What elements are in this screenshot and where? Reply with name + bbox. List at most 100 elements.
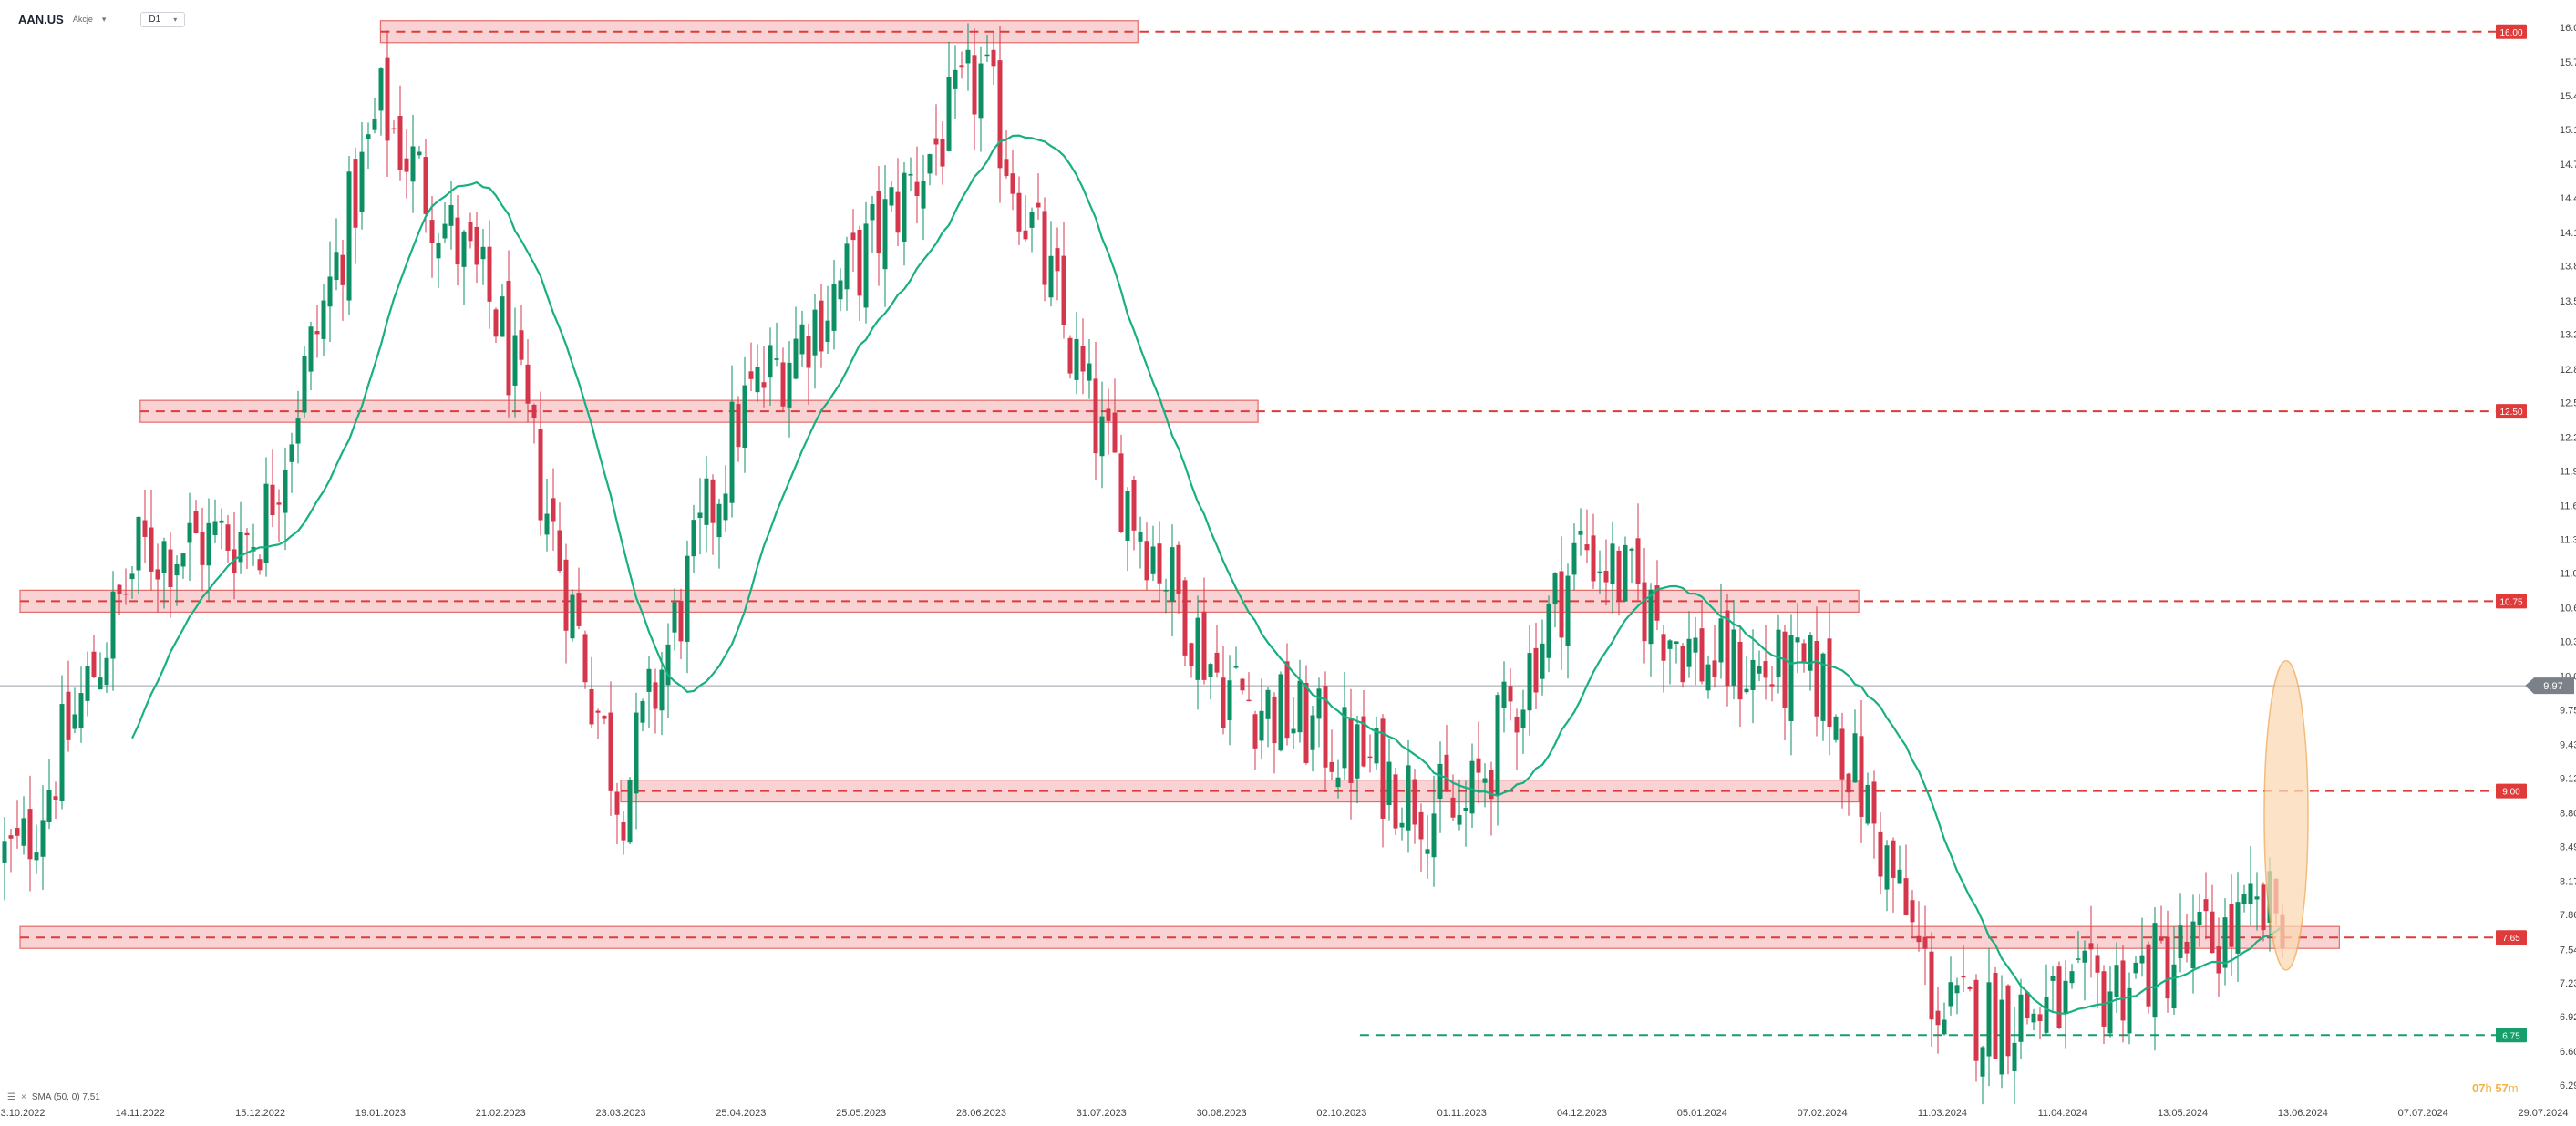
y-tick-label: 15.72 (2560, 57, 2576, 68)
candle (1635, 538, 1641, 584)
candle (876, 191, 881, 254)
y-tick-label: 11.32 (2560, 535, 2576, 546)
candle (1865, 784, 1870, 824)
candle (665, 644, 671, 686)
chevron-down-icon[interactable]: ▾ (101, 14, 107, 24)
candle (1393, 774, 1398, 829)
candle (1297, 680, 1303, 733)
x-tick-label: 21.02.2023 (476, 1108, 526, 1119)
settings-icon[interactable]: ☰ (7, 1092, 15, 1102)
candle (410, 146, 416, 182)
candle (480, 246, 486, 260)
candle (1725, 610, 1730, 687)
candle (2082, 950, 2087, 963)
candle (257, 559, 263, 571)
candle (1642, 582, 1647, 642)
candle (997, 60, 1003, 169)
y-tick-label: 7.86 (2560, 910, 2576, 921)
candle (2088, 943, 2094, 950)
close-icon[interactable]: × (20, 1092, 26, 1102)
x-axis: 13.10.2022 14.11.2022 15.12.2022 19.01.2023… (0, 1108, 2569, 1119)
price-label: 10.75 (2499, 597, 2522, 607)
candle (1680, 645, 1685, 683)
candle (2, 841, 7, 863)
candle (168, 549, 173, 588)
y-tick-label: 11.01 (2560, 568, 2576, 579)
candle (659, 669, 665, 711)
candle (308, 326, 314, 372)
candle (1916, 935, 1922, 943)
candle (2069, 971, 2075, 984)
candle (1540, 643, 1545, 679)
candle (704, 478, 709, 525)
candle (1412, 779, 1417, 825)
candle (2146, 944, 2151, 1007)
candle (1922, 936, 1928, 949)
candle (1010, 173, 1015, 194)
candle (812, 309, 818, 356)
candle (1552, 573, 1558, 605)
timeframe-select[interactable]: D1 ▾ (140, 11, 186, 27)
y-axis: 16.04 15.72 15.41 15.10 14.78 14.47 14.15 13.84… (2560, 23, 2576, 1091)
price-label-bg (2496, 404, 2527, 419)
candle (1042, 211, 1047, 285)
candle (914, 181, 920, 196)
candle (1482, 778, 1488, 783)
x-tick-label: 19.01.2023 (355, 1108, 406, 1119)
candle (1342, 707, 1347, 769)
candle (1559, 571, 1564, 638)
candle (519, 330, 524, 360)
candle (634, 712, 639, 794)
candle (1125, 491, 1130, 541)
candle (1259, 710, 1264, 741)
candle (2261, 884, 2266, 931)
candle (2165, 936, 2170, 999)
y-tick-label: 8.49 (2560, 842, 2576, 852)
candle (21, 818, 26, 846)
candle (1744, 688, 1749, 693)
candle (283, 470, 288, 513)
candle (627, 780, 633, 843)
candle (1406, 765, 1411, 831)
candle (123, 593, 129, 595)
candle (404, 158, 409, 172)
x-tick-label: 30.08.2023 (1197, 1108, 1247, 1119)
instrument-type: Akcje (72, 15, 93, 24)
y-tick-label: 7.23 (2560, 978, 2576, 989)
symbol-name[interactable]: AAN.US (18, 12, 64, 26)
y-tick-label: 11.95 (2560, 467, 2576, 478)
candle (544, 513, 550, 535)
candle (98, 677, 103, 690)
candle (1795, 637, 1800, 643)
candle (1355, 724, 1360, 779)
candle (2101, 971, 2107, 1027)
candle (212, 521, 218, 536)
candle (1929, 951, 1934, 1020)
candle (2178, 925, 2183, 958)
candle (1763, 661, 1768, 678)
y-tick-label: 10.69 (2560, 604, 2576, 615)
candle (500, 296, 505, 337)
candle (270, 484, 275, 516)
candle (1476, 758, 1481, 773)
candle (1986, 982, 1992, 1057)
candle (1565, 575, 1571, 646)
countdown-minutes: 57 (2495, 1081, 2509, 1095)
candle (1501, 681, 1507, 708)
candle (1463, 807, 1468, 811)
candle (921, 181, 926, 209)
candle (1016, 192, 1022, 232)
candle (685, 555, 690, 642)
candle (2044, 997, 2049, 1033)
price-label: 7.65 (2502, 934, 2520, 944)
candle (1910, 900, 1915, 923)
candle (1852, 733, 1858, 783)
candle (321, 300, 326, 339)
resistance-zone (620, 779, 1860, 803)
candle (200, 532, 205, 565)
candle (2031, 1013, 2036, 1023)
candle (1335, 777, 1341, 788)
candle (1820, 653, 1826, 721)
x-tick-label: 25.05.2023 (836, 1108, 886, 1119)
